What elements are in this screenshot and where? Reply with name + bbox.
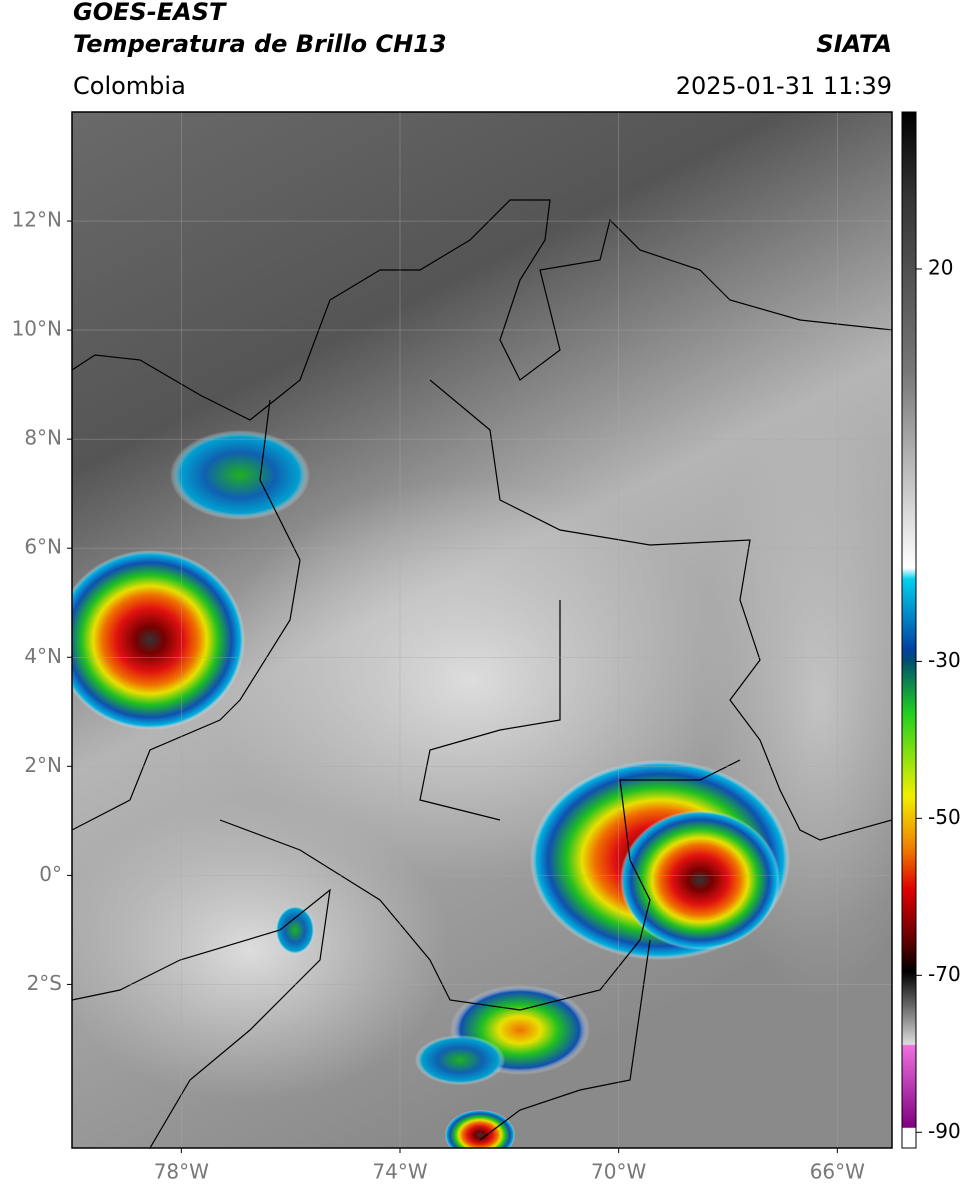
product: Temperatura de Brillo CH13	[73, 30, 447, 58]
y-tick-label: 8°N	[24, 426, 62, 450]
colorbar	[901, 111, 917, 1149]
x-tick-label: 70°W	[591, 1160, 646, 1184]
y-tick-label: 4°N	[24, 644, 62, 668]
y-tick-label: 6°N	[24, 535, 62, 559]
colorbar-tick-label: 20	[928, 255, 953, 279]
colorbar-tick-label: -50	[928, 805, 961, 829]
organization: SIATA	[816, 30, 892, 58]
borders	[72, 199, 892, 1148]
colorbar-tick-label: -90	[928, 1119, 961, 1143]
datetime: 2025-01-31 11:39	[676, 72, 892, 100]
map-frame	[71, 111, 893, 1149]
satellite: GOES-EAST	[73, 0, 227, 26]
x-tick-label: 66°W	[810, 1160, 865, 1184]
y-tick-label: 12°N	[12, 208, 62, 232]
y-tick-label: 2°S	[27, 971, 62, 995]
graticule	[72, 112, 892, 1148]
x-tick-label: 78°W	[154, 1160, 209, 1184]
y-tick-label: 10°N	[12, 317, 62, 341]
x-tick-label: 74°W	[372, 1160, 427, 1184]
colorbar-tick-label: -70	[928, 962, 961, 986]
y-tick-label: 2°N	[24, 753, 62, 777]
region: Colombia	[73, 72, 186, 100]
y-tick-label: 0°	[39, 862, 62, 886]
satellite-image	[72, 112, 892, 1148]
colorbar-tick-label: -30	[928, 648, 961, 672]
